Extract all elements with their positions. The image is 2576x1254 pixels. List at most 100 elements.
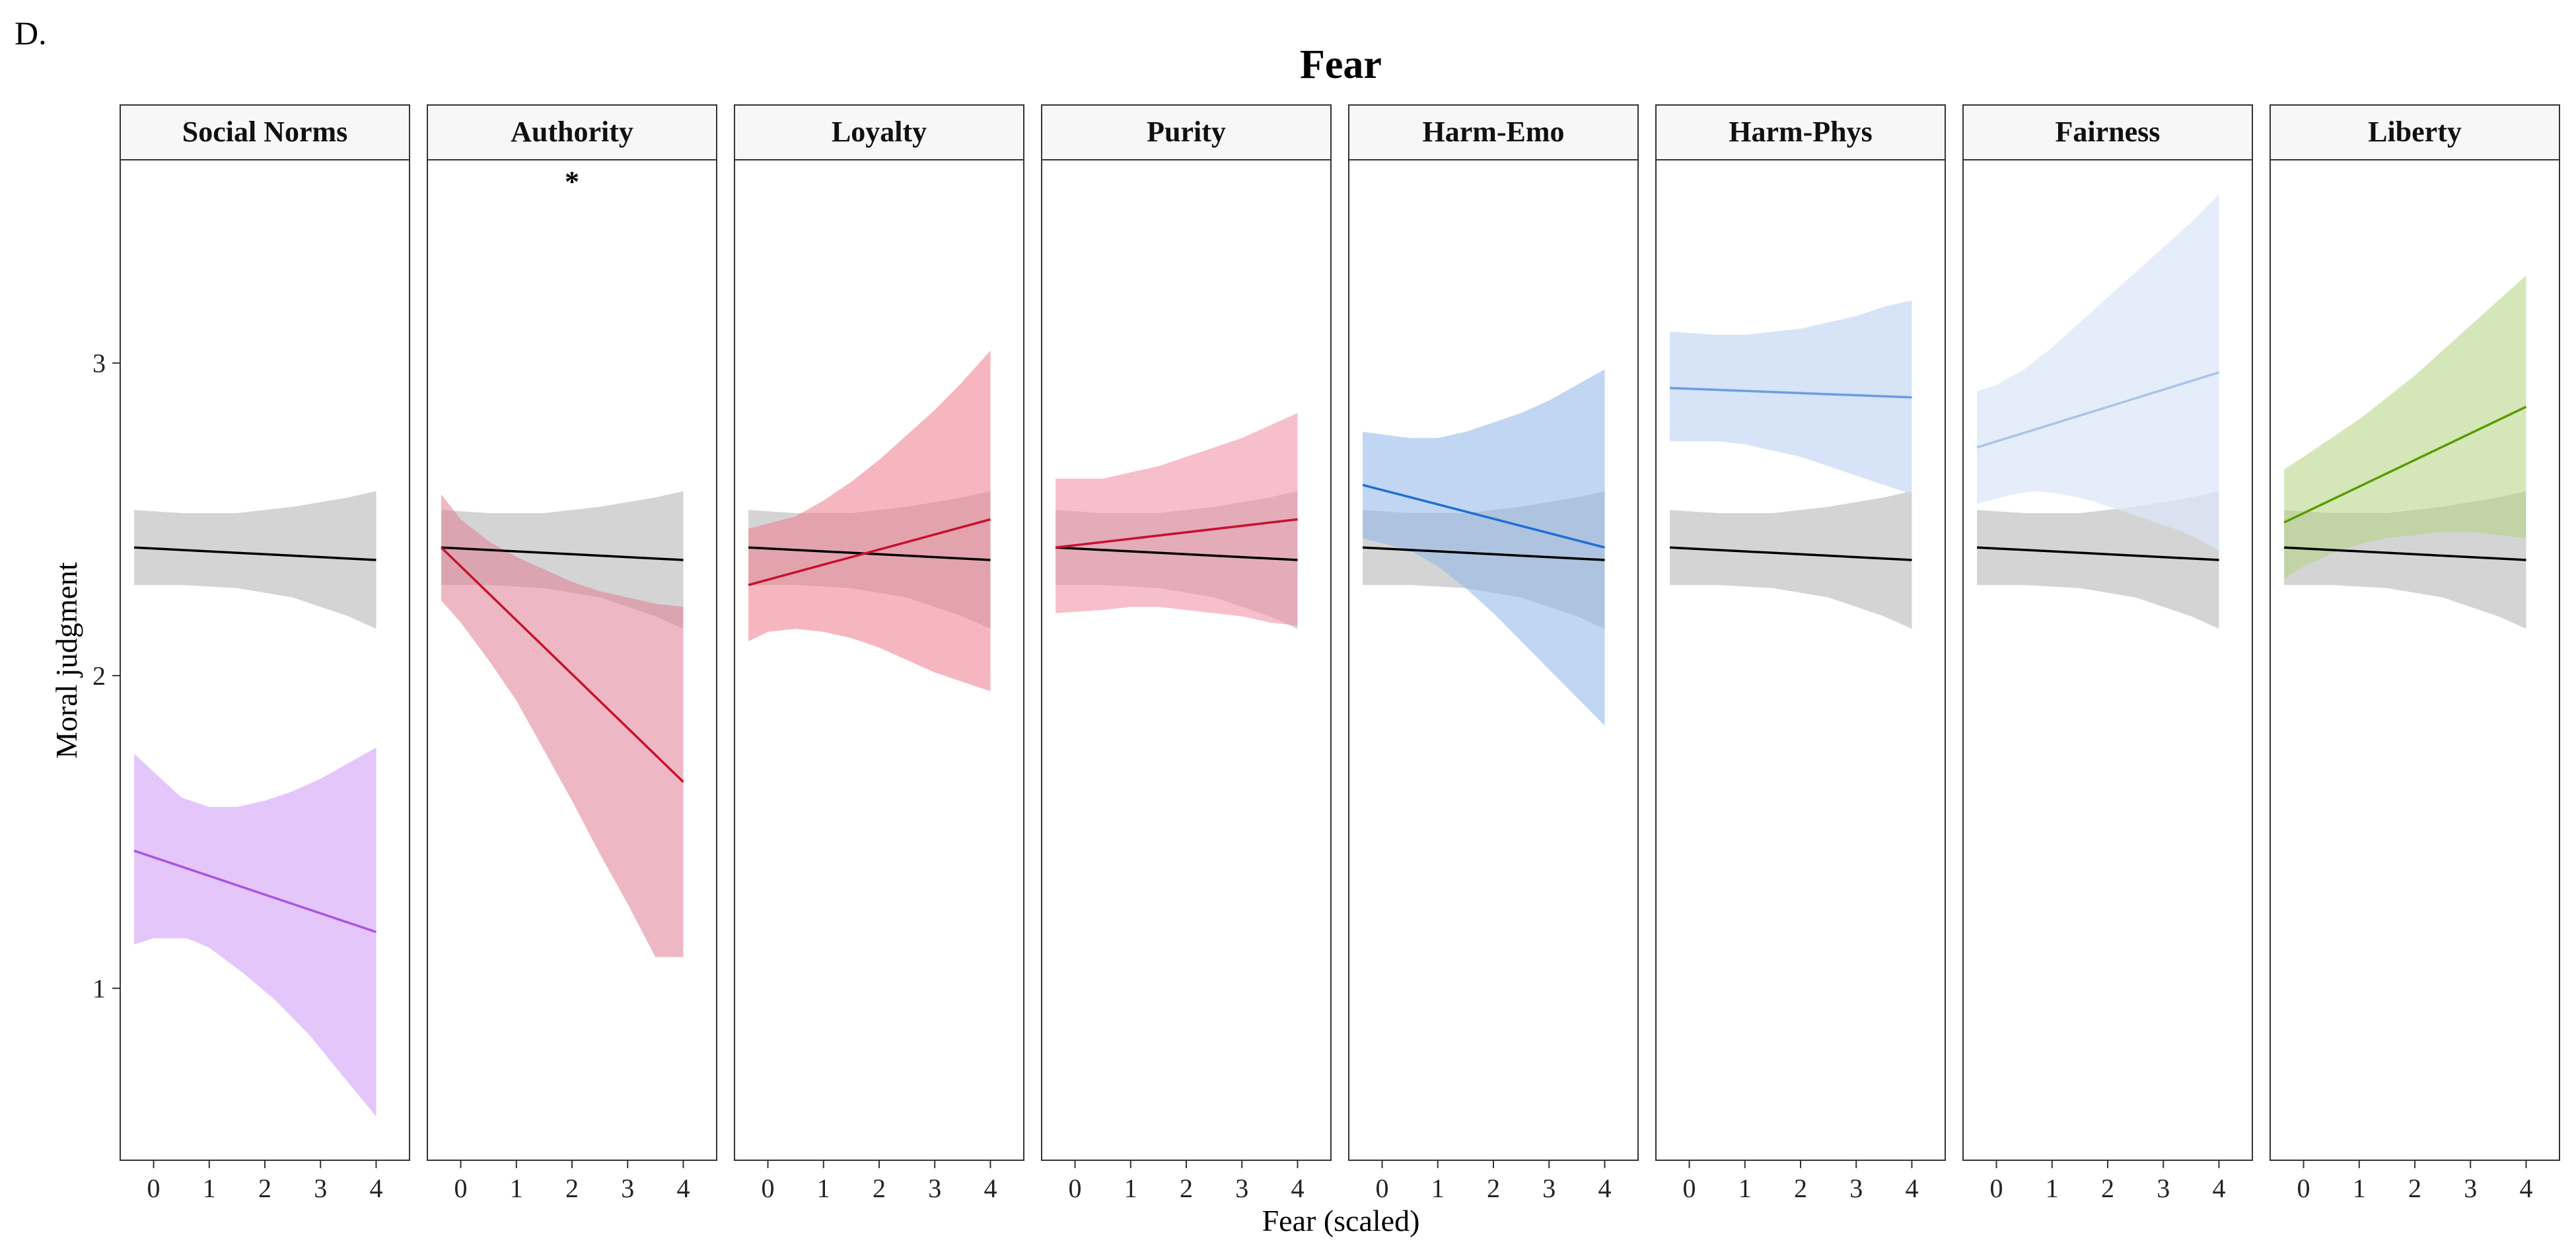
condition-trend-line (1055, 518, 1298, 549)
facet-panel: Fairness 0 1 2 3 4 (1962, 104, 2253, 1203)
facet-strip-label: Harm-Emo (1422, 116, 1564, 148)
x-tick-label: 0 (762, 1173, 775, 1203)
y-tick-label: 2 (92, 661, 106, 691)
condition-trend-line (1362, 483, 1605, 549)
facet-strip-label: Loyalty (832, 116, 927, 148)
reference-trend-line (748, 546, 991, 561)
x-tick-label: 0 (2297, 1173, 2310, 1203)
facet-panel: Liberty 0 1 2 3 4 (2270, 104, 2560, 1203)
facet-strip-label: Purity (1147, 116, 1226, 148)
facet-panel: Purity 0 1 2 3 4 (1041, 104, 1332, 1203)
condition-trend-line (1670, 386, 1912, 399)
y-tick-label: 3 (92, 349, 106, 378)
x-tick-label: 1 (1431, 1173, 1445, 1203)
facet-strip-label: Liberty (2368, 116, 2462, 148)
x-tick-label: 2 (873, 1173, 886, 1203)
condition-confidence-band (441, 494, 684, 958)
x-tick-label: 3 (2157, 1173, 2170, 1203)
facet-strip (427, 104, 717, 160)
x-tick-label: 1 (2353, 1173, 2366, 1203)
x-axis-label: Fear (scaled) (1262, 1204, 1420, 1237)
condition-confidence-band (1670, 300, 1912, 495)
x-tick-label: 3 (1542, 1173, 1556, 1203)
x-tick-label: 3 (1235, 1173, 1248, 1203)
facet-panel: Authority * 0 1 2 3 4 (427, 104, 717, 1203)
condition-trend-line (1976, 371, 2220, 449)
x-tick-label: 0 (1376, 1173, 1389, 1203)
condition-confidence-band (2284, 275, 2526, 579)
x-tick-label: 4 (1905, 1173, 1918, 1203)
x-tick-label: 3 (928, 1173, 941, 1203)
condition-trend-line (748, 518, 991, 586)
facet-strip (1348, 104, 1639, 160)
facet-strip-label: Fairness (2056, 116, 2161, 148)
x-tick-label: 1 (510, 1173, 523, 1203)
reference-trend-line (441, 546, 684, 561)
x-tick-label: 1 (1124, 1173, 1137, 1203)
x-tick-label: 2 (258, 1173, 271, 1203)
facet-strip-label: Authority (511, 116, 633, 148)
x-tick-label: 0 (1069, 1173, 1082, 1203)
condition-trend-line (440, 546, 684, 783)
x-tick-label: 0 (147, 1173, 161, 1203)
facet-strip (1962, 104, 2253, 160)
reference-confidence-band (1977, 491, 2219, 629)
reference-trend-line (2284, 546, 2526, 561)
facet-strip-label: Social Norms (182, 116, 348, 148)
facet-panel: Harm-Phys 0 1 2 3 4 (1655, 104, 1946, 1203)
x-tick-label: 4 (2519, 1173, 2532, 1203)
x-tick-label: 4 (1291, 1173, 1304, 1203)
y-tick-label: 1 (92, 974, 106, 1004)
facet-panel: Harm-Emo 0 1 2 3 4 (1348, 104, 1639, 1203)
reference-confidence-band (134, 491, 376, 629)
condition-trend-line (133, 849, 377, 934)
reference-confidence-band (1670, 491, 1912, 629)
condition-confidence-band (748, 350, 991, 691)
x-tick-label: 0 (1683, 1173, 1696, 1203)
x-tick-label: 1 (817, 1173, 830, 1203)
x-tick-label: 4 (676, 1173, 690, 1203)
facet-panel: Loyalty 0 1 2 3 4 (734, 104, 1024, 1203)
x-tick-label: 4 (1598, 1173, 1611, 1203)
panel-label: D. (15, 15, 47, 52)
condition-confidence-band (1977, 194, 2219, 551)
x-tick-label: 4 (369, 1173, 382, 1203)
significance-marker: * (565, 165, 579, 197)
x-tick-label: 3 (1849, 1173, 1863, 1203)
x-tick-label: 2 (565, 1173, 579, 1203)
x-tick-label: 0 (1990, 1173, 2003, 1203)
x-tick-label: 2 (1180, 1173, 1193, 1203)
x-tick-label: 2 (1794, 1173, 1807, 1203)
facet-strip (1041, 104, 1332, 160)
x-tick-label: 1 (2046, 1173, 2059, 1203)
reference-trend-line (1055, 546, 1298, 561)
y-axis-label: Moral judgment (50, 562, 83, 759)
reference-trend-line (1670, 546, 1912, 561)
reference-trend-line (1363, 546, 1605, 561)
condition-trend-line (2283, 405, 2527, 524)
plot-area (1042, 160, 1331, 1160)
reference-trend-line (1977, 546, 2219, 561)
x-tick-label: 1 (203, 1173, 216, 1203)
x-tick-label: 2 (1487, 1173, 1500, 1203)
x-tick-label: 4 (984, 1173, 997, 1203)
x-tick-label: 2 (2101, 1173, 2114, 1203)
facet-strip (734, 104, 1024, 160)
reference-confidence-band (441, 491, 684, 629)
facet-panel: Social Norms 0 1 2 3 4 (120, 104, 410, 1203)
x-tick-label: 2 (2408, 1173, 2421, 1203)
condition-confidence-band (134, 748, 376, 1117)
x-tick-label: 3 (314, 1173, 327, 1203)
x-tick-label: 0 (454, 1173, 468, 1203)
reference-trend-line (134, 546, 376, 561)
x-tick-label: 1 (1738, 1173, 1752, 1203)
chart-title: Fear (1300, 42, 1382, 87)
condition-confidence-band (1363, 369, 1605, 726)
facet-strip (120, 104, 410, 160)
facet-strip-label: Harm-Phys (1729, 116, 1873, 148)
x-tick-label: 3 (621, 1173, 634, 1203)
condition-confidence-band (1055, 413, 1298, 626)
x-tick-label: 4 (2212, 1173, 2225, 1203)
